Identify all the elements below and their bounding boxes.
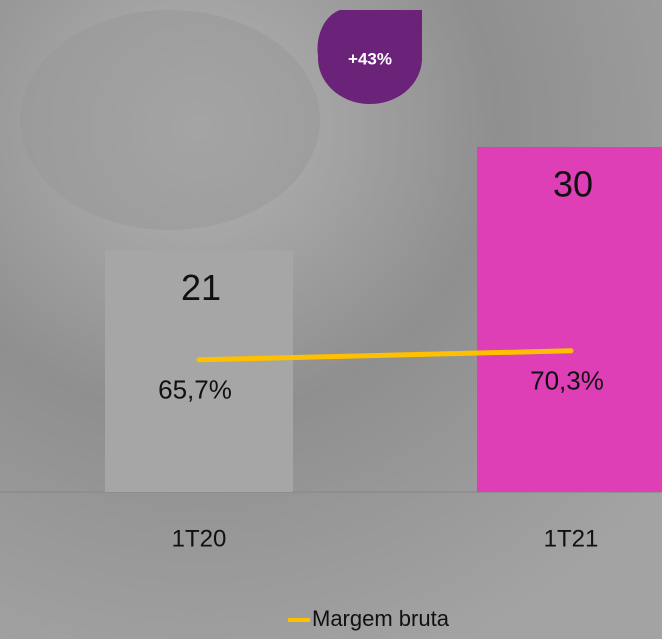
bar-value-label: 30	[553, 164, 593, 205]
growth-badge	[317, 10, 422, 105]
x-tick-label: 1T21	[544, 525, 599, 552]
line-value-label: 70,3%	[530, 366, 604, 396]
plot: 1T20 1T21 21 30 65,7% 70,3%	[105, 147, 662, 552]
bar-value-label: 21	[181, 267, 221, 308]
line	[196, 348, 574, 363]
background-shape	[20, 10, 320, 230]
legend-label: Margem bruta	[312, 606, 450, 631]
bar	[105, 250, 293, 492]
bar	[477, 147, 662, 492]
growth-label: +43%	[348, 49, 392, 68]
x-tick-label: 1T20	[172, 525, 227, 552]
line-value-label: 65,7%	[158, 375, 232, 405]
